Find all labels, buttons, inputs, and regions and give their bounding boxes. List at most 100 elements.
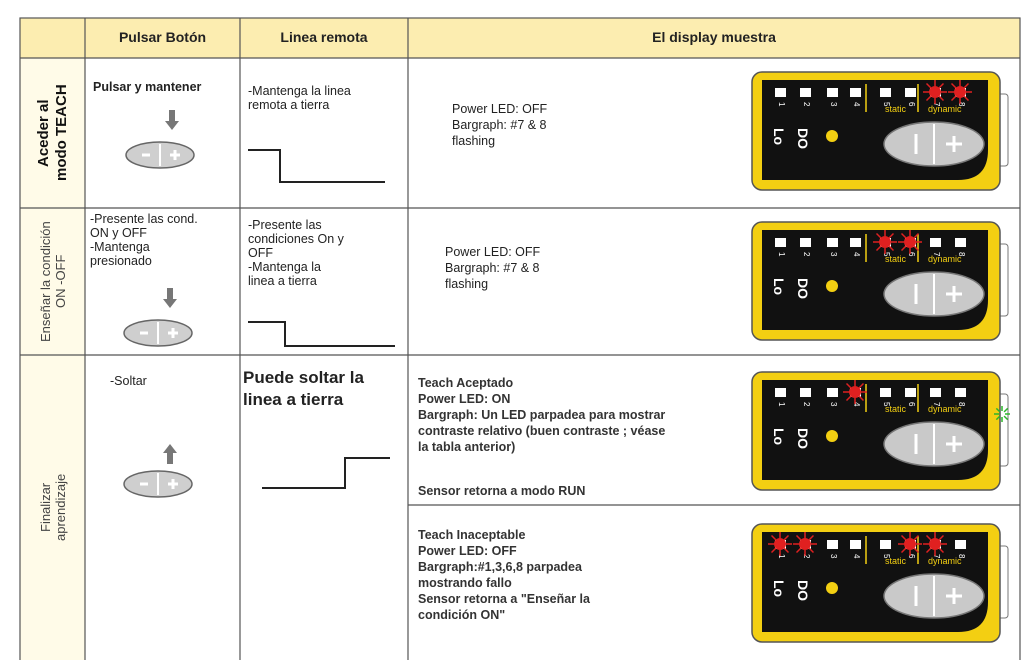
flash-ray <box>770 547 777 554</box>
plus-glyph <box>170 150 180 160</box>
group-label: dynamic <box>928 254 962 264</box>
led-number: 1 <box>777 554 786 559</box>
led-number: 1 <box>777 102 786 107</box>
flash-ray <box>808 534 815 541</box>
led-number: 7 <box>932 554 941 559</box>
led-number: 6 <box>907 102 916 107</box>
row-label: Finalizar aprendizaje <box>22 355 84 660</box>
button-instruction: Pulsar y mantener <box>93 80 202 94</box>
led <box>775 388 786 397</box>
led-number: 2 <box>802 252 811 257</box>
display-text: la tabla anterior) <box>418 440 516 454</box>
display-note: Sensor retorna a modo RUN <box>418 484 586 498</box>
flash-indicator <box>898 230 922 254</box>
led-number: 2 <box>802 102 811 107</box>
mode-icon: Lo <box>771 278 787 295</box>
flash-ray <box>795 547 802 554</box>
led <box>827 88 838 97</box>
display-text: Bargraph: #7 & 8 <box>445 261 540 275</box>
flash-led <box>849 386 861 398</box>
button-instruction: -Presente las cond. <box>90 212 198 226</box>
display-text: Bargraph: #7 & 8 <box>452 118 547 132</box>
led-number: 6 <box>907 402 916 407</box>
mode-icon: Lo <box>771 128 787 145</box>
mode-icon: DO <box>795 278 811 299</box>
led-number: 8 <box>957 554 966 559</box>
led <box>955 540 966 549</box>
flash-ray <box>938 95 945 102</box>
mode-icon: Lo <box>771 428 787 445</box>
arrow <box>165 110 179 130</box>
display-text: Power LED: OFF <box>452 102 548 116</box>
flash-indicator <box>843 380 867 404</box>
mode-icon-dot <box>826 280 838 292</box>
mode-icon-dot <box>826 430 838 442</box>
led-number: 8 <box>957 402 966 407</box>
led <box>850 540 861 549</box>
row-label: Aceder al modo TEACH <box>22 58 84 208</box>
flash-ray <box>950 95 957 102</box>
remote-instruction: -Mantenga la linea <box>248 84 351 98</box>
flash-ray <box>770 534 777 541</box>
display-text: Bargraph: Un LED parpadea para mostrar <box>418 408 666 422</box>
display-text: Sensor retorna a "Enseñar la <box>418 592 590 606</box>
remote-instruction: Puede soltar la <box>243 368 364 387</box>
flash-ray <box>858 382 865 389</box>
led <box>850 88 861 97</box>
led-number: 2 <box>802 402 811 407</box>
led <box>850 238 861 247</box>
led-number: 4 <box>852 402 861 407</box>
mode-icon: DO <box>795 580 811 601</box>
display-text: Teach Aceptado <box>418 376 514 390</box>
row-label-line: Enseñar la condición <box>38 221 53 342</box>
led <box>800 88 811 97</box>
flash-ray <box>963 82 970 89</box>
remote-instruction: -Mantenga la <box>248 260 321 274</box>
led-number: 2 <box>802 554 811 559</box>
row-label-line: ON -OFF <box>53 254 68 309</box>
power-ray <box>1003 415 1009 421</box>
flash-indicator <box>948 80 972 104</box>
flash-ray <box>845 395 852 402</box>
plus-glyph <box>168 328 178 338</box>
display-text: Power LED: OFF <box>445 245 541 259</box>
flash-ray <box>925 95 932 102</box>
flash-indicator <box>873 230 897 254</box>
remote-instruction: linea a tierra <box>243 390 344 409</box>
sensor-device: 1 2 3 4 5 6 7 8 static dynamic Lo DO <box>751 71 1009 191</box>
flash-ray <box>963 95 970 102</box>
power-led <box>994 406 1010 422</box>
flash-ray <box>783 534 790 541</box>
flash-ray <box>845 382 852 389</box>
led <box>800 238 811 247</box>
flash-ray <box>795 534 802 541</box>
display-text: mostrando fallo <box>418 576 512 590</box>
flash-ray <box>938 547 945 554</box>
led <box>827 388 838 397</box>
led-number: 7 <box>932 102 941 107</box>
plus-glyph <box>946 588 962 604</box>
flash-ray <box>950 82 957 89</box>
remote-instruction: OFF <box>248 246 273 260</box>
led-number: 4 <box>852 102 861 107</box>
remote-instruction: remota a tierra <box>248 98 330 112</box>
flash-ray <box>913 232 920 239</box>
row-label-line: Aceder al <box>35 99 52 167</box>
mode-icon: DO <box>795 128 811 149</box>
flash-ray <box>925 534 932 541</box>
row-label-line: modo TEACH <box>53 84 70 182</box>
led <box>930 238 941 247</box>
led <box>905 388 916 397</box>
plus-glyph <box>168 479 178 489</box>
group-label: dynamic <box>928 104 962 114</box>
mode-icon: Lo <box>771 580 787 597</box>
led <box>930 388 941 397</box>
led <box>905 88 916 97</box>
flash-ray <box>925 547 932 554</box>
sensor-device: 1 2 3 4 5 6 7 8 static dynamic Lo DO <box>751 221 1009 341</box>
flash-led <box>799 538 811 550</box>
led <box>955 388 966 397</box>
display-text: Power LED: OFF <box>418 544 517 558</box>
flash-indicator <box>793 532 817 556</box>
display-text: Bargraph:#1,3,6,8 parpadea <box>418 560 582 574</box>
